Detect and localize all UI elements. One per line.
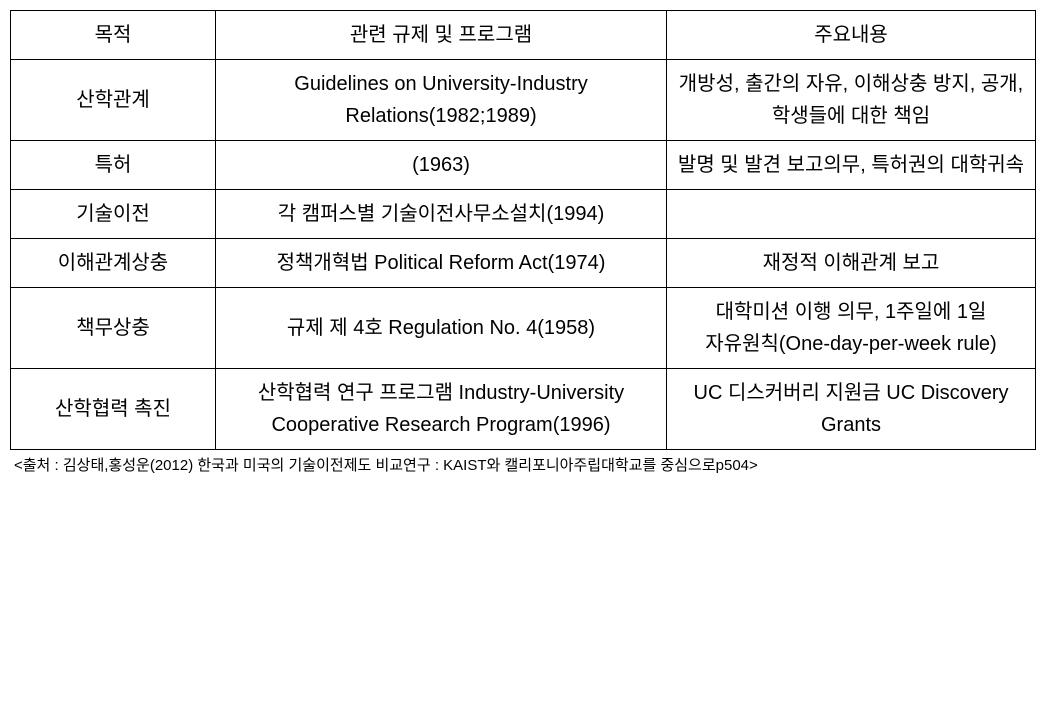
cell-purpose: 산학관계: [11, 60, 216, 141]
cell-content: 재정적 이해관계 보고: [667, 239, 1036, 288]
cell-regulation: Guidelines on University-Industry Relati…: [216, 60, 667, 141]
regulation-table: 목적 관련 규제 및 프로그램 주요내용 산학관계 Guidelines on …: [10, 10, 1036, 450]
cell-content: 발명 및 발견 보고의무, 특허권의 대학귀속: [667, 141, 1036, 190]
header-content: 주요내용: [667, 11, 1036, 60]
table-row: 이해관계상충 정책개혁법 Political Reform Act(1974) …: [11, 239, 1036, 288]
cell-purpose: 산학협력 촉진: [11, 369, 216, 450]
cell-regulation: 각 캠퍼스별 기술이전사무소설치(1994): [216, 190, 667, 239]
cell-regulation: (1963): [216, 141, 667, 190]
cell-regulation: 산학협력 연구 프로그램 Industry-University Coopera…: [216, 369, 667, 450]
header-purpose: 목적: [11, 11, 216, 60]
cell-content: [667, 190, 1036, 239]
table-row: 특허 (1963) 발명 및 발견 보고의무, 특허권의 대학귀속: [11, 141, 1036, 190]
table-header-row: 목적 관련 규제 및 프로그램 주요내용: [11, 11, 1036, 60]
cell-content: 대학미션 이행 의무, 1주일에 1일 자유원칙(One-day-per-wee…: [667, 288, 1036, 369]
table-row: 산학관계 Guidelines on University-Industry R…: [11, 60, 1036, 141]
header-regulation: 관련 규제 및 프로그램: [216, 11, 667, 60]
cell-regulation: 정책개혁법 Political Reform Act(1974): [216, 239, 667, 288]
cell-purpose: 특허: [11, 141, 216, 190]
table-row: 기술이전 각 캠퍼스별 기술이전사무소설치(1994): [11, 190, 1036, 239]
cell-purpose: 이해관계상충: [11, 239, 216, 288]
source-citation: <출처 : 김상태,홍성운(2012) 한국과 미국의 기술이전제도 비교연구 …: [10, 454, 1036, 475]
cell-content: UC 디스커버리 지원금 UC Discovery Grants: [667, 369, 1036, 450]
table-row: 책무상충 규제 제 4호 Regulation No. 4(1958) 대학미션…: [11, 288, 1036, 369]
cell-content: 개방성, 출간의 자유, 이해상충 방지, 공개, 학생들에 대한 책임: [667, 60, 1036, 141]
document-container: 목적 관련 규제 및 프로그램 주요내용 산학관계 Guidelines on …: [10, 10, 1036, 475]
table-row: 산학협력 촉진 산학협력 연구 프로그램 Industry-University…: [11, 369, 1036, 450]
cell-regulation: 규제 제 4호 Regulation No. 4(1958): [216, 288, 667, 369]
cell-purpose: 기술이전: [11, 190, 216, 239]
cell-purpose: 책무상충: [11, 288, 216, 369]
